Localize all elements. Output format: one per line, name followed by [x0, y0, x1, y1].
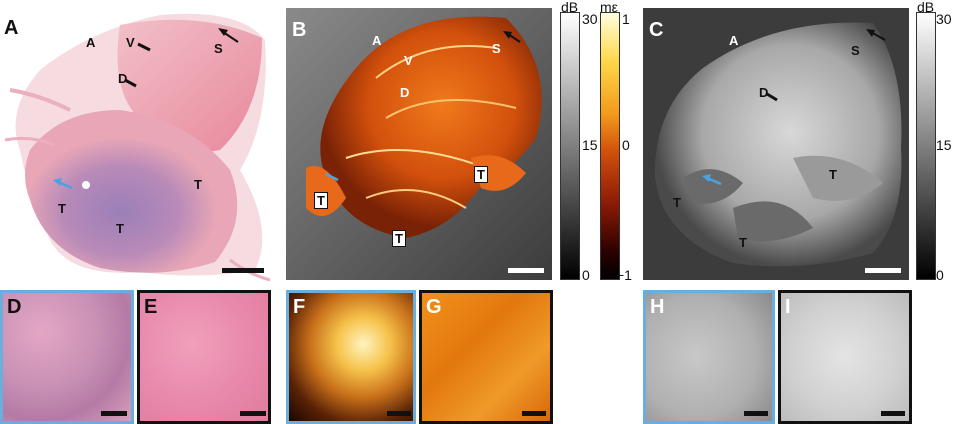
panel-label-c: C [649, 19, 664, 41]
colorbar-b-strain-tick-max: 1 [622, 11, 630, 27]
colorbar-b-db [560, 12, 580, 280]
colorbar-b-strain-unit: mε [600, 0, 618, 15]
colorbar-c-db-tick-max: 30 [936, 11, 952, 27]
annotation-t1: T [314, 192, 328, 209]
panel-label-f: F [293, 296, 306, 318]
panel-label-h: H [650, 296, 665, 318]
annotation-a: A [729, 33, 739, 48]
colorbar-b-db-tick-min: 0 [582, 267, 590, 283]
colorbar-b-db-unit: dB [561, 0, 579, 15]
scale-bar-d [101, 411, 127, 416]
panel-c-oct-image: C A S D T T T [643, 8, 909, 280]
colorbar-c-db [916, 12, 936, 280]
histology-image [0, 0, 280, 285]
annotation-t2: T [474, 166, 488, 183]
scale-bar-a [222, 268, 264, 273]
colorbar-b-db-tick-mid: 15 [582, 137, 598, 153]
colorbar-c-db-tick-mid: 15 [936, 137, 952, 153]
annotation-d: D [759, 85, 769, 100]
annotation-t2: T [194, 177, 202, 192]
colorbar-b-strain-tick-min: −1 [616, 267, 632, 283]
colorbar-b-strain-tick-mid: 0 [622, 137, 630, 153]
thumb-i-oct-stroma: I [778, 290, 912, 424]
panel-label-i: I [785, 296, 791, 318]
strain-image [286, 8, 552, 280]
scale-bar-c [865, 268, 901, 273]
panel-c-arrows [702, 29, 886, 186]
oct-image [643, 8, 909, 280]
scale-bar-i [881, 411, 905, 416]
annotation-t3: T [739, 235, 747, 250]
panel-label-b: B [292, 19, 307, 41]
thumb-e-histology-stroma: E [137, 290, 271, 424]
colorbar-b-strain [600, 12, 620, 280]
scale-bar-f [387, 411, 411, 416]
thumb-f-strain-tumor: F [286, 290, 416, 424]
annotation-v: V [404, 53, 413, 68]
scale-bar-h [744, 411, 768, 416]
annotation-d: D [400, 85, 410, 100]
annotation-t1: T [673, 195, 681, 210]
colorbar-b-db-tick-max: 30 [582, 11, 598, 27]
annotation-t2: T [829, 167, 837, 182]
annotation-s: S [492, 41, 501, 56]
annotation-t3: T [392, 230, 406, 247]
annotation-s: S [214, 41, 223, 56]
annotation-a: A [86, 35, 96, 50]
colorbar-c-db-unit: dB [917, 0, 935, 15]
annotation-t3: T [116, 221, 124, 236]
scale-bar-g [522, 411, 546, 416]
panel-label-d: D [7, 296, 22, 318]
annotation-a: A [372, 33, 382, 48]
annotation-d: D [118, 71, 128, 86]
panel-a-histology: A A V S D T T T [0, 0, 280, 285]
annotation-s: S [851, 43, 860, 58]
panel-a-arrows [53, 28, 239, 190]
colorbar-c-db-tick-min: 0 [936, 267, 944, 283]
panel-label-g: G [426, 296, 442, 318]
annotation-t1: T [58, 201, 66, 216]
thumb-h-oct-tumor: H [643, 290, 775, 424]
panel-label-a: A [4, 17, 19, 39]
panel-b-arrows [325, 31, 521, 182]
panel-label-e: E [144, 296, 158, 318]
scale-bar-e [240, 411, 266, 416]
thumb-d-histology-tumor: D [0, 290, 134, 424]
panel-b-strain-image: B A V S D T T T [286, 8, 552, 280]
scale-bar-b [508, 268, 544, 273]
thumb-g-strain-stroma: G [419, 290, 553, 424]
annotation-v: V [126, 35, 135, 50]
